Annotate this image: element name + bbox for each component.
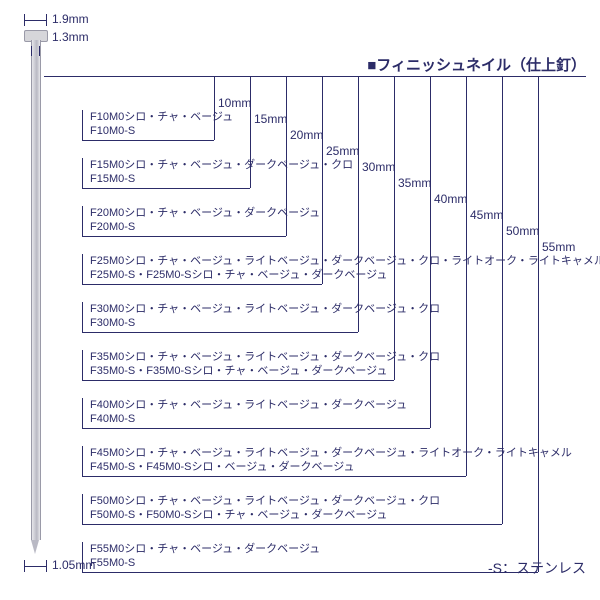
head-diameter-label: 1.9mm (52, 12, 89, 26)
finish-nail-diagram: 1.9mm 1.3mm 1.05mm ■フィニッシュネイル（仕上釘） 10mm1… (0, 0, 600, 600)
product-row: F20M0シロ・チャ・ベージュ・ダークベージュF20M0-S (90, 206, 320, 234)
row-left-tick (82, 158, 83, 188)
row-connector-line (82, 140, 214, 141)
length-label: 20mm (290, 128, 323, 142)
product-row: F40M0シロ・チャ・ベージュ・ライトベージュ・ダークベージュF40M0-S (90, 398, 407, 426)
product-row-line1: F40M0シロ・チャ・ベージュ・ライトベージュ・ダークベージュ (90, 398, 407, 412)
length-label: 55mm (542, 240, 575, 254)
length-label: 40mm (434, 192, 467, 206)
head-thickness-label: 1.3mm (52, 30, 89, 44)
product-row-line1: F50M0シロ・チャ・ベージュ・ライトベージュ・ダークベージュ・クロ (90, 494, 440, 508)
product-row: F45M0シロ・チャ・ベージュ・ライトベージュ・ダークベージュ・ライトオーク・ラ… (90, 446, 572, 474)
product-row: F15M0シロ・チャ・ベージュ・ダークベージュ・クロF15M0-S (90, 158, 353, 186)
product-row-line1: F35M0シロ・チャ・ベージュ・ライトベージュ・ダークベージュ・クロ (90, 350, 440, 364)
product-row: F35M0シロ・チャ・ベージュ・ライトベージュ・ダークベージュ・クロF35M0-… (90, 350, 440, 378)
row-left-tick (82, 206, 83, 236)
row-connector-line (82, 572, 538, 573)
stainless-note: -S：ステンレス (488, 558, 586, 578)
length-label: 30mm (362, 160, 395, 174)
length-label: 10mm (218, 96, 251, 110)
product-row-line2: F20M0-S (90, 220, 320, 234)
length-guide-line (394, 76, 395, 380)
diagram-title-text: フィニッシュネイル（仕上釘） (376, 57, 586, 74)
product-row: F10M0シロ・チャ・ベージュF10M0-S (90, 110, 233, 138)
product-row-line2: F50M0-S・F50M0-Sシロ・チャ・ベージュ・ダークベージュ (90, 508, 440, 522)
product-row-line2: F10M0-S (90, 124, 233, 138)
length-label: 45mm (470, 208, 503, 222)
product-row-line1: F15M0シロ・チャ・ベージュ・ダークベージュ・クロ (90, 158, 353, 172)
row-connector-line (82, 284, 322, 285)
length-label: 15mm (254, 112, 287, 126)
product-row-line1: F45M0シロ・チャ・ベージュ・ライトベージュ・ダークベージュ・ライトオーク・ラ… (90, 446, 572, 460)
product-row: F25M0シロ・チャ・ベージュ・ライトベージュ・ダークベージュ・クロ・ライトオー… (90, 254, 600, 282)
row-left-tick (82, 494, 83, 524)
product-row: F50M0シロ・チャ・ベージュ・ライトベージュ・ダークベージュ・クロF50M0-… (90, 494, 440, 522)
row-left-tick (82, 398, 83, 428)
length-guide-line (358, 76, 359, 332)
title-underline (44, 76, 586, 77)
diagram-title: ■フィニッシュネイル（仕上釘） (367, 54, 586, 75)
nail-shaft (31, 40, 41, 540)
product-row-line2: F30M0-S (90, 316, 440, 330)
shank-diameter-label: 1.05mm (52, 558, 95, 572)
product-row-line2: F55M0-S (90, 556, 320, 570)
product-row-line1: F10M0シロ・チャ・ベージュ (90, 110, 233, 124)
product-row-line2: F15M0-S (90, 172, 353, 186)
row-connector-line (82, 476, 466, 477)
row-left-tick (82, 446, 83, 476)
product-row-line2: F25M0-S・F25M0-Sシロ・チャ・ベージュ・ダークベージュ (90, 268, 600, 282)
row-connector-line (82, 380, 394, 381)
row-connector-line (82, 236, 286, 237)
row-left-tick (82, 254, 83, 284)
row-left-tick (82, 110, 83, 140)
length-label: 25mm (326, 144, 359, 158)
row-connector-line (82, 188, 250, 189)
product-row-line1: F30M0シロ・チャ・ベージュ・ライトベージュ・ダークベージュ・クロ (90, 302, 440, 316)
length-guide-line (538, 76, 539, 572)
row-left-tick (82, 302, 83, 332)
product-row-line1: F55M0シロ・チャ・ベージュ・ダークベージュ (90, 542, 320, 556)
product-row-line2: F35M0-S・F35M0-Sシロ・チャ・ベージュ・ダークベージュ (90, 364, 440, 378)
product-row-line1: F25M0シロ・チャ・ベージュ・ライトベージュ・ダークベージュ・クロ・ライトオー… (90, 254, 600, 268)
product-row-line2: F40M0-S (90, 412, 407, 426)
row-connector-line (82, 428, 430, 429)
length-label: 35mm (398, 176, 431, 190)
product-row: F30M0シロ・チャ・ベージュ・ライトベージュ・ダークベージュ・クロF30M0-… (90, 302, 440, 330)
product-row-line2: F45M0-S・F45M0-Sシロ・ベージュ・ダークベージュ (90, 460, 572, 474)
row-left-tick (82, 350, 83, 380)
product-row-line1: F20M0シロ・チャ・ベージュ・ダークベージュ (90, 206, 320, 220)
row-connector-line (82, 332, 358, 333)
length-label: 50mm (506, 224, 539, 238)
nail-tip (31, 540, 39, 554)
row-left-tick (82, 542, 83, 572)
row-connector-line (82, 524, 502, 525)
product-row: F55M0シロ・チャ・ベージュ・ダークベージュF55M0-S (90, 542, 320, 570)
